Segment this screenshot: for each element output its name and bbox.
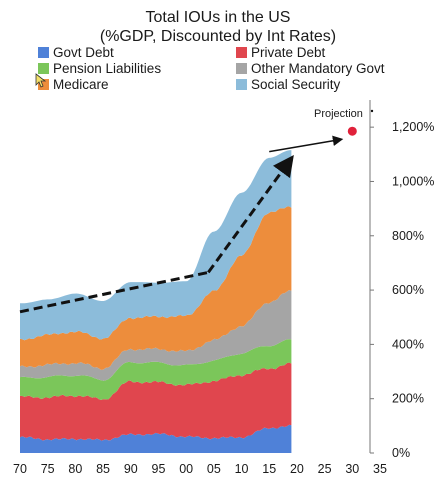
x-tick-label: 20 xyxy=(290,462,304,476)
area-pension-liabilities xyxy=(20,339,292,400)
y-tick-label: 0% xyxy=(392,446,410,460)
legend-swatch-pension-liabilities xyxy=(38,63,49,74)
projection-label: Projection xyxy=(314,108,363,120)
legend-item-pension-liabilities: Pension Liabilities xyxy=(38,61,161,76)
y-tick-label: 1,200% xyxy=(392,120,434,134)
x-tick-label: 95 xyxy=(152,462,166,476)
legend-item-private-debt: Private Debt xyxy=(236,45,326,60)
projection-point xyxy=(347,126,357,136)
x-tick-label: 75 xyxy=(41,462,55,476)
legend-item-other-mandatory-govt: Other Mandatory Govt xyxy=(236,61,385,76)
y-tick-label: 400% xyxy=(392,337,424,351)
x-tick-label: 90 xyxy=(124,462,138,476)
x-tick-label: 15 xyxy=(262,462,276,476)
x-axis-ticks: 70 75 80 85 90 95 00 05 10 15 20 25 30 35 xyxy=(13,462,387,476)
legend-swatch-govt-debt xyxy=(38,47,49,58)
legend-swatch-social-security xyxy=(236,79,247,90)
x-tick-label: 85 xyxy=(96,462,110,476)
x-tick-label: 00 xyxy=(179,462,193,476)
area-govt-debt xyxy=(20,424,292,453)
x-tick-label: 35 xyxy=(373,462,387,476)
stacked-areas xyxy=(20,150,292,453)
legend-label-govt-debt: Govt Debt xyxy=(53,45,114,60)
y-axis-ticks: 0% 200% 400% 600% 800% 1,000% 1,200% xyxy=(370,120,434,460)
legend-item-social-security: Social Security xyxy=(236,77,341,92)
legend-label-private-debt: Private Debt xyxy=(251,45,326,60)
area-social-security xyxy=(20,150,292,341)
y-tick-label: 800% xyxy=(392,229,424,243)
x-tick-label: 10 xyxy=(235,462,249,476)
x-tick-label: 70 xyxy=(13,462,27,476)
x-tick-label: 05 xyxy=(207,462,221,476)
y-tick-label: 600% xyxy=(392,283,424,297)
legend-item-govt-debt: Govt Debt xyxy=(38,45,114,60)
legend-label-medicare: Medicare xyxy=(53,77,109,92)
legend-label-social-security: Social Security xyxy=(251,77,341,92)
area-private-debt xyxy=(20,362,292,441)
legend-swatch-private-debt xyxy=(236,47,247,58)
legend-swatch-other-mandatory-govt xyxy=(236,63,247,74)
trend-line-dashed-1 xyxy=(19,270,209,314)
trend-line-dashed-2 xyxy=(207,154,294,274)
area-other-mandatory-govt xyxy=(20,290,292,381)
area-medicare xyxy=(20,206,292,370)
chart-subtitle: (%GDP, Discounted by Int Rates) xyxy=(100,28,336,45)
x-tick-label: 80 xyxy=(68,462,82,476)
legend-label-pension-liabilities: Pension Liabilities xyxy=(53,61,161,76)
legend-label-other-mandatory-govt: Other Mandatory Govt xyxy=(251,61,385,76)
y-tick-label: 1,000% xyxy=(392,174,434,188)
legend: Govt Debt Private Debt Pension Liabilities… xyxy=(38,45,385,92)
annotations: Projection xyxy=(19,108,374,314)
x-tick-label: 30 xyxy=(345,462,359,476)
x-tick-label: 25 xyxy=(318,462,332,476)
cursor-icon xyxy=(35,73,47,88)
chart-title: Total IOUs in the US xyxy=(146,9,291,26)
legend-item-medicare: Medicare xyxy=(38,77,109,92)
y-tick-label: 200% xyxy=(392,392,424,406)
projection-arrow xyxy=(269,135,344,153)
legend-swatch-medicare xyxy=(38,79,49,90)
projection-label-dot xyxy=(370,109,374,113)
